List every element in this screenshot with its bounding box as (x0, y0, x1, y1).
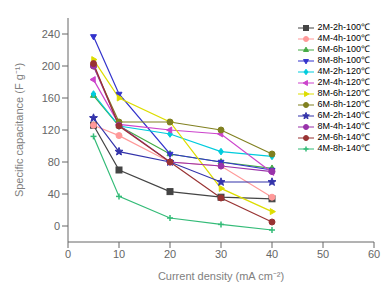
html-text:8M-6h-120℃: 8M-6h-120℃ (317, 88, 370, 98)
svg-text:160: 160 (42, 92, 60, 104)
html-text:6M-6h-100℃: 6M-6h-100℃ (317, 44, 370, 54)
svg-text:20: 20 (164, 248, 176, 260)
svg-text:0: 0 (54, 220, 60, 232)
svg-text:10: 10 (113, 248, 125, 260)
html-text:6M-8h-120℃: 6M-8h-120℃ (317, 99, 370, 109)
html-text:2M-6h-140℃: 2M-6h-140℃ (317, 132, 370, 142)
svg-text:80: 80 (48, 156, 60, 168)
svg-text:0: 0 (65, 248, 71, 260)
html-text:6M-2h-140℃: 6M-2h-140℃ (317, 110, 370, 120)
svg-text:120: 120 (42, 124, 60, 136)
svg-text:Current density (mA cm⁻²): Current density (mA cm⁻²) (158, 270, 284, 282)
html-text:8M-4h-140℃: 8M-4h-140℃ (317, 121, 370, 131)
html-text:4M-4h-100℃: 4M-4h-100℃ (317, 33, 370, 43)
svg-text:60: 60 (368, 248, 380, 260)
html-text:4M-2h-120℃: 4M-2h-120℃ (317, 66, 370, 76)
svg-text:200: 200 (42, 60, 60, 72)
svg-text:240: 240 (42, 28, 60, 40)
svg-text:40: 40 (266, 248, 278, 260)
svg-text:30: 30 (215, 248, 227, 260)
html-text:4M-8h-140℃: 4M-8h-140℃ (317, 143, 370, 153)
html-text:8M-8h-100℃: 8M-8h-100℃ (317, 55, 370, 65)
svg-text:50: 50 (317, 248, 329, 260)
html-text:2M-2h-100℃: 2M-2h-100℃ (317, 22, 370, 32)
svg-text:40: 40 (48, 188, 60, 200)
svg-text:Specific capacitance (F g⁻¹): Specific capacitance (F g⁻¹) (13, 63, 25, 197)
html-text:2M-4h-120℃: 2M-4h-120℃ (317, 77, 370, 87)
